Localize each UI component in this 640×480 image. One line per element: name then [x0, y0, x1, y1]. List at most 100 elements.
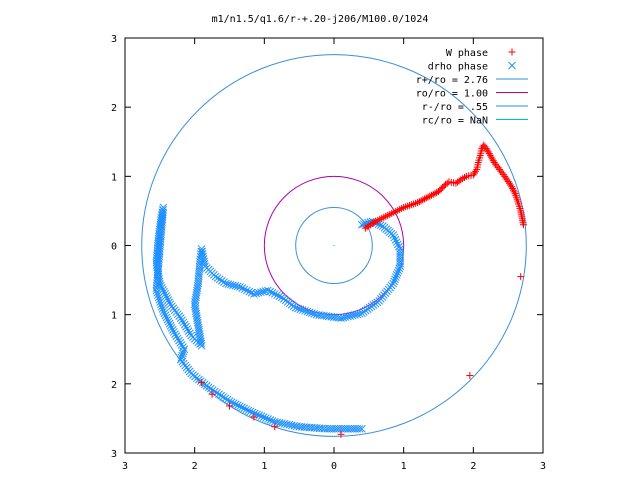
drho-point — [268, 288, 277, 297]
drho-point — [351, 311, 359, 319]
w-point — [488, 155, 496, 163]
drho-point — [166, 300, 175, 309]
x-tick-label: 3 — [540, 461, 546, 472]
drho-point — [194, 321, 203, 329]
drho-point — [195, 325, 203, 334]
drho-point — [187, 331, 196, 340]
w-point — [443, 179, 451, 187]
drho-point — [168, 326, 177, 334]
drho-point — [180, 345, 189, 354]
drho-point — [280, 419, 289, 428]
x-tick-label: 0 — [331, 461, 337, 472]
drho-point — [259, 287, 268, 296]
y-tick-label: 3 — [111, 449, 117, 460]
drho-point — [192, 291, 201, 299]
drho-point — [156, 298, 165, 306]
drho-point — [355, 309, 364, 318]
x-tick-label: 2 — [470, 461, 476, 472]
y-tick-label: 1 — [111, 311, 117, 322]
drho-point — [193, 281, 202, 290]
x-tick-label: 2 — [192, 461, 198, 472]
drho-point — [169, 328, 178, 336]
data-series — [152, 141, 527, 438]
drho-point — [193, 286, 201, 295]
drho-point — [234, 401, 242, 410]
drho-point — [173, 334, 182, 343]
reference-circle — [141, 54, 527, 437]
drho-point — [392, 238, 401, 246]
reference-circle — [295, 206, 373, 285]
drho-point — [238, 403, 246, 412]
x-tick-label: 3 — [122, 461, 128, 472]
drho-point — [283, 420, 291, 429]
drho-point — [353, 310, 362, 319]
drho-point — [184, 327, 193, 335]
drho-point — [390, 277, 398, 286]
drho-point — [396, 259, 405, 268]
w-point — [510, 188, 518, 196]
drho-point — [159, 307, 168, 316]
drho-point — [303, 307, 312, 316]
drho-point — [191, 302, 199, 311]
drho-point — [233, 282, 242, 291]
drho-point — [236, 402, 244, 411]
drho-point — [261, 287, 270, 295]
drho-point — [182, 322, 190, 331]
drho-point — [154, 293, 163, 302]
drho-point — [163, 315, 172, 324]
legend: W phase drho phase r+/ro = 2.76 ro/ro = 1.0… — [416, 48, 528, 127]
w-point — [226, 402, 233, 410]
w-point — [485, 150, 493, 158]
drho-point — [167, 323, 176, 332]
drho-point — [275, 418, 284, 427]
drho-point — [248, 408, 257, 417]
drho-point — [231, 281, 240, 290]
drho-point — [394, 266, 403, 275]
drho-point — [161, 311, 170, 320]
drho-point — [229, 281, 237, 290]
drho-point — [344, 312, 352, 321]
drho-point — [393, 268, 402, 277]
drho-point — [270, 290, 279, 298]
drho-point — [160, 309, 169, 318]
drho-point — [192, 311, 201, 320]
drho-point — [256, 288, 265, 297]
drho-point — [180, 320, 189, 329]
w-point — [509, 186, 517, 194]
drho-point — [162, 292, 170, 300]
drho-point — [240, 285, 249, 294]
drho-point — [341, 313, 350, 321]
drho-point — [152, 286, 161, 295]
drho-point — [155, 295, 164, 304]
legend-marker — [508, 61, 516, 70]
drho-point — [358, 309, 366, 318]
drho-point — [171, 330, 179, 338]
drho-point — [193, 318, 202, 327]
drho-point — [193, 314, 201, 322]
drho-point — [190, 300, 199, 309]
y-tick-label: 2 — [111, 103, 117, 114]
drho-point — [391, 275, 399, 284]
w-point — [487, 153, 495, 161]
drho-point — [254, 288, 263, 297]
drho-point — [250, 409, 259, 418]
w-point — [483, 146, 491, 154]
drho-point — [165, 319, 174, 328]
drho-point — [178, 316, 186, 325]
drho-point — [264, 415, 272, 423]
drho-point — [193, 316, 202, 325]
legend-label: W phase — [446, 48, 488, 59]
center-point — [333, 244, 335, 247]
drho-point — [390, 233, 399, 242]
drho-point — [224, 280, 233, 288]
x-tick-label: 1 — [261, 461, 267, 472]
drho-point — [355, 424, 364, 433]
legend-label: r+/ro = 2.76 — [416, 75, 488, 86]
drho-point — [348, 311, 357, 320]
drho-point — [163, 294, 172, 302]
drho-point — [257, 412, 266, 421]
drho-point — [296, 305, 305, 314]
y-tick-label: 2 — [111, 380, 117, 391]
drho-point — [301, 306, 309, 315]
drho-point — [179, 318, 188, 327]
